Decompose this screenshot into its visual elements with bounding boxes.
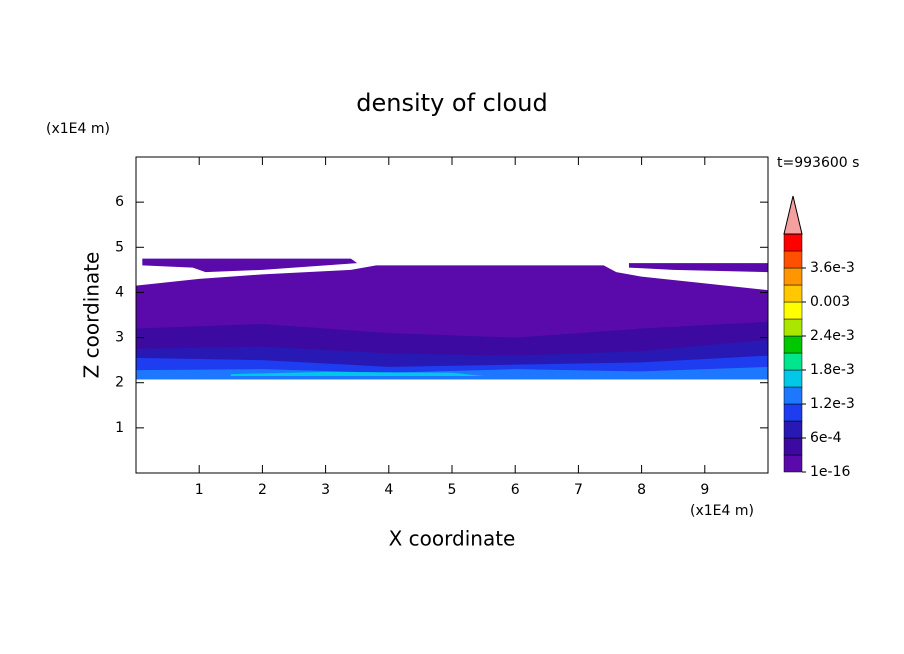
x-tick-label: 4 xyxy=(384,482,393,498)
colorbar-box xyxy=(783,403,803,422)
colorbar-box xyxy=(783,454,803,473)
x-tick-label: 7 xyxy=(574,482,583,498)
x-tick-label: 8 xyxy=(637,482,646,498)
y-tick-label: 2 xyxy=(115,375,124,391)
colorbar-label: 3.6e-3 xyxy=(810,260,855,276)
colorbar-box xyxy=(783,335,803,354)
chart-title: density of cloud xyxy=(356,89,547,117)
y-tick-label: 4 xyxy=(115,284,124,300)
y-axis-label: Z coordinate xyxy=(80,252,104,379)
colorbar-box xyxy=(783,318,803,337)
colorbar-box xyxy=(783,369,803,388)
colorbar-box xyxy=(783,250,803,269)
x-tick-label: 9 xyxy=(700,482,709,498)
colorbar-box xyxy=(783,284,803,303)
colorbar-label: 1e-16 xyxy=(810,464,850,480)
contour-region xyxy=(142,258,358,273)
y-unit: (x1E4 m) xyxy=(46,121,110,137)
x-axis-label: X coordinate xyxy=(389,527,516,551)
colorbar-label: 0.003 xyxy=(810,294,850,310)
y-tick-label: 3 xyxy=(115,330,124,346)
x-tick-label: 3 xyxy=(321,482,330,498)
colorbar-box xyxy=(783,267,803,286)
colorbar-box xyxy=(783,420,803,439)
colorbar-label: 2.4e-3 xyxy=(810,328,855,344)
y-tick-label: 1 xyxy=(115,420,124,436)
colorbar-box xyxy=(783,301,803,320)
colorbar-box xyxy=(783,352,803,371)
x-tick-label: 5 xyxy=(448,482,457,498)
y-tick-label: 5 xyxy=(115,239,124,255)
colorbar-label: 6e-4 xyxy=(810,430,842,446)
colorbar-label: 1.8e-3 xyxy=(810,362,855,378)
x-unit: (x1E4 m) xyxy=(690,503,754,519)
colorbar-box xyxy=(783,386,803,405)
colorbar-box xyxy=(783,233,803,252)
colorbar-label: 1.2e-3 xyxy=(810,396,855,412)
contour-region xyxy=(230,371,484,376)
annotation: t=993600 s xyxy=(777,155,859,171)
x-tick-label: 6 xyxy=(511,482,520,498)
colorbar-box xyxy=(783,437,803,456)
contour-region xyxy=(628,263,768,273)
x-tick-label: 2 xyxy=(258,482,267,498)
x-tick-label: 1 xyxy=(195,482,204,498)
y-tick-label: 6 xyxy=(115,194,124,210)
colorbar-extend xyxy=(783,195,803,235)
